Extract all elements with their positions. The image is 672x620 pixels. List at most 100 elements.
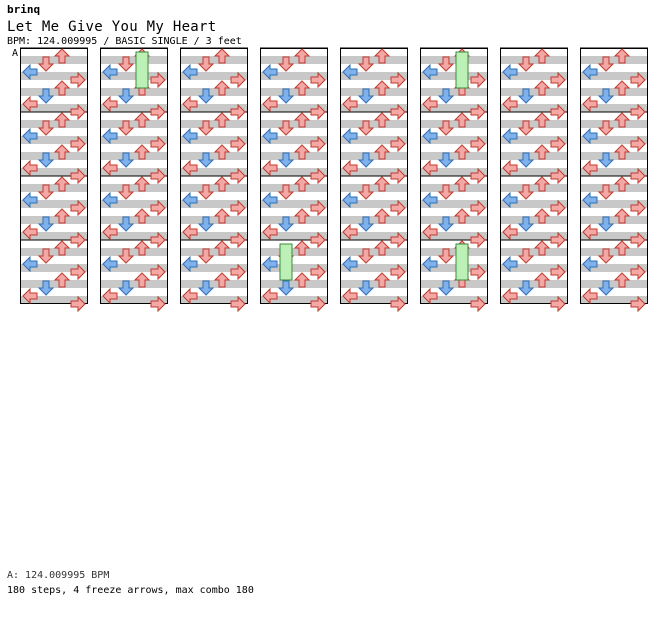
beat-stripe xyxy=(500,296,568,304)
step-arrow xyxy=(293,80,311,96)
step-arrow xyxy=(630,263,646,281)
beat-stripe xyxy=(500,72,568,80)
step-arrow xyxy=(630,295,646,313)
beat-stripe xyxy=(20,296,88,304)
beat-stripe xyxy=(100,280,168,288)
beat-stripe xyxy=(20,168,88,176)
step-arrow xyxy=(613,176,631,192)
bpm-legend: A: 124.009995 BPM xyxy=(7,570,110,581)
beat-stripe xyxy=(500,152,568,160)
step-arrow xyxy=(502,63,518,81)
beat-stripe xyxy=(340,216,408,224)
step-arrow xyxy=(53,208,71,224)
beat-stripe xyxy=(20,248,88,256)
column-border xyxy=(20,48,88,304)
beat-stripe xyxy=(20,152,88,160)
step-arrow xyxy=(422,191,438,209)
step-arrow xyxy=(422,255,438,273)
step-arrow xyxy=(70,103,86,121)
column-border xyxy=(260,48,328,304)
step-arrow xyxy=(22,127,38,145)
step-arrow xyxy=(453,112,471,128)
step-arrow xyxy=(150,71,166,89)
step-arrow xyxy=(310,263,326,281)
step-arrow xyxy=(37,216,55,232)
step-arrow xyxy=(502,159,518,177)
step-arrow xyxy=(133,112,151,128)
step-arrow xyxy=(262,95,278,113)
step-arrow xyxy=(597,280,615,296)
step-arrow xyxy=(517,184,535,200)
step-arrow xyxy=(613,144,631,160)
beat-stripe xyxy=(580,104,648,112)
beat-stripe xyxy=(340,200,408,208)
beat-stripe xyxy=(420,200,488,208)
step-arrow xyxy=(182,223,198,241)
step-arrow xyxy=(582,159,598,177)
step-arrow xyxy=(470,295,486,313)
beat-stripe xyxy=(340,104,408,112)
step-arrow xyxy=(373,272,391,288)
beat-stripe xyxy=(260,264,328,272)
beat-stripe xyxy=(500,264,568,272)
beat-stripe xyxy=(500,168,568,176)
step-arrow xyxy=(533,272,551,288)
step-arrow xyxy=(230,103,246,121)
step-arrow xyxy=(102,287,118,305)
step-arrow xyxy=(197,120,215,136)
step-arrow xyxy=(22,223,38,241)
step-arrow xyxy=(390,263,406,281)
step-arrow xyxy=(150,103,166,121)
beat-stripe xyxy=(580,88,648,96)
step-arrow xyxy=(117,120,135,136)
step-arrow xyxy=(582,191,598,209)
step-arrow xyxy=(213,240,231,256)
step-arrow xyxy=(293,272,311,288)
step-arrow xyxy=(133,272,151,288)
beat-stripe xyxy=(20,72,88,80)
step-arrow xyxy=(630,167,646,185)
step-arrow xyxy=(197,216,215,232)
step-arrow xyxy=(102,127,118,145)
step-arrow xyxy=(213,48,231,64)
step-arrow xyxy=(53,240,71,256)
step-arrow xyxy=(213,208,231,224)
step-arrow xyxy=(533,208,551,224)
step-arrow xyxy=(53,48,71,64)
step-arrow xyxy=(213,144,231,160)
step-arrow xyxy=(37,152,55,168)
beat-stripe xyxy=(260,120,328,128)
step-arrow xyxy=(70,263,86,281)
beat-stripe xyxy=(500,184,568,192)
step-arrow xyxy=(230,135,246,153)
beat-stripe xyxy=(100,184,168,192)
step-arrow xyxy=(262,255,278,273)
step-arrow xyxy=(310,103,326,121)
step-arrow xyxy=(517,280,535,296)
beat-stripe xyxy=(500,280,568,288)
beat-stripe xyxy=(500,136,568,144)
beat-stripe xyxy=(180,264,248,272)
beat-stripe xyxy=(580,264,648,272)
step-arrow xyxy=(182,95,198,113)
beat-stripe xyxy=(20,200,88,208)
beat-stripe xyxy=(180,136,248,144)
beat-stripe xyxy=(580,152,648,160)
step-arrow xyxy=(422,63,438,81)
step-arrow xyxy=(182,63,198,81)
step-arrow xyxy=(293,240,311,256)
step-arrow xyxy=(277,88,295,104)
beat-stripe xyxy=(180,184,248,192)
step-arrow xyxy=(502,255,518,273)
beat-stripe xyxy=(500,200,568,208)
step-arrow xyxy=(613,272,631,288)
beat-stripe xyxy=(500,216,568,224)
step-arrow xyxy=(390,295,406,313)
step-arrow xyxy=(182,127,198,145)
beat-stripe xyxy=(420,88,488,96)
beat-stripe xyxy=(500,232,568,240)
step-arrow xyxy=(310,199,326,217)
step-arrow xyxy=(293,144,311,160)
beat-stripe xyxy=(420,104,488,112)
beat-stripe xyxy=(340,120,408,128)
